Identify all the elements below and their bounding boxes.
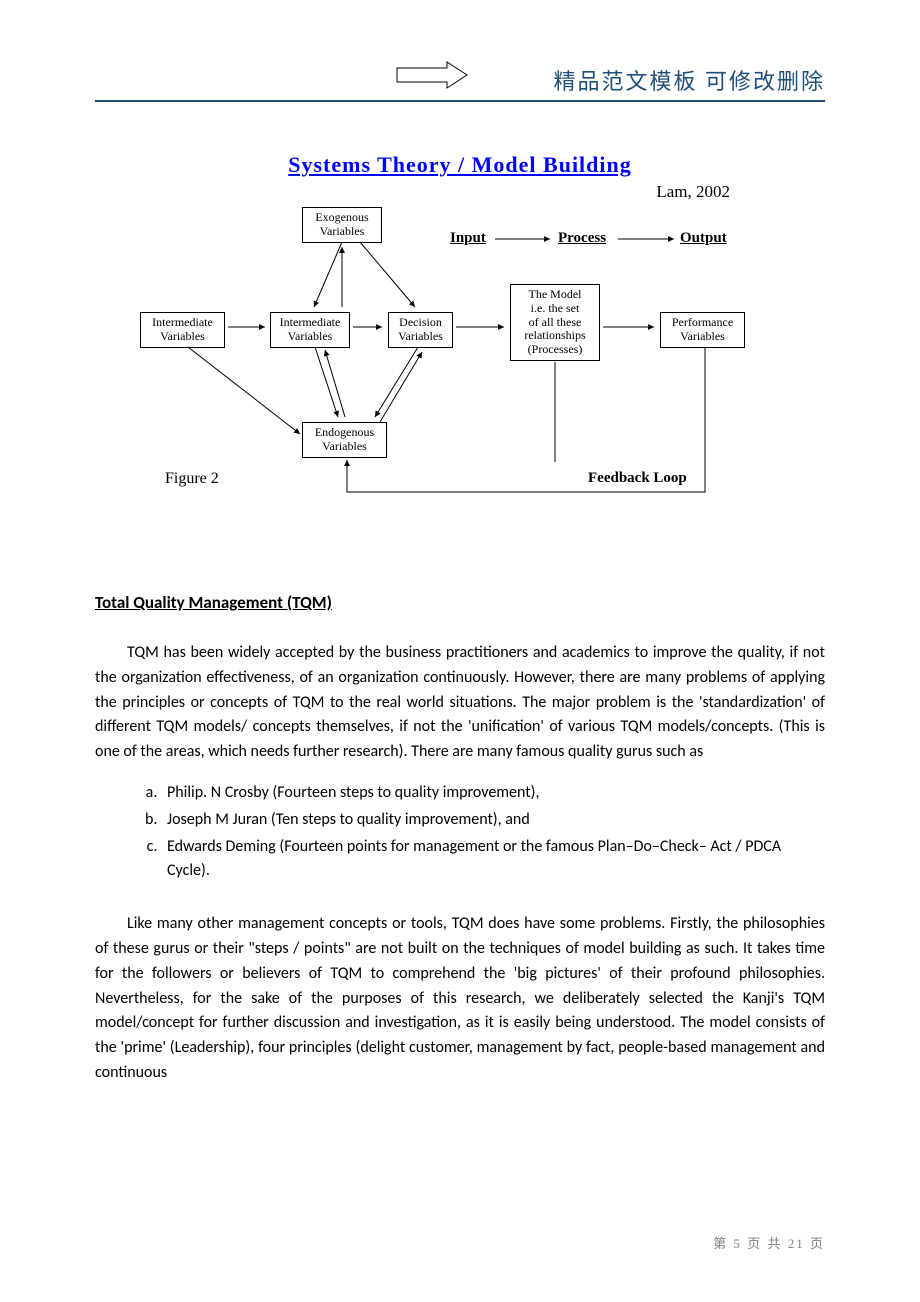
diagram-region: Systems Theory / Model Building Lam, 200… <box>95 152 825 522</box>
paragraph-1: TQM has been widely accepted by the busi… <box>95 641 825 765</box>
node-label: EndogenousVariables <box>315 425 374 453</box>
feedback-loop-label: Feedback Loop <box>588 470 687 487</box>
node-label: DecisionVariables <box>398 315 443 343</box>
page-container: 精品范文模板 可修改删除 Systems Theory / Model Buil… <box>0 0 920 1302</box>
paragraph-2: Like many other management concepts or t… <box>95 912 825 1086</box>
node-label: ExogenousVariables <box>315 210 368 238</box>
systems-theory-diagram: Systems Theory / Model Building Lam, 200… <box>150 152 770 522</box>
node-label: IntermediateVariables <box>152 315 213 343</box>
flow-input-label: Input <box>450 230 486 247</box>
page-header: 精品范文模板 可修改删除 <box>95 60 825 102</box>
footer-prefix: 第 <box>713 1236 733 1251</box>
node-label: IntermediateVariables <box>280 315 341 343</box>
footer-mid: 页 共 <box>742 1236 788 1251</box>
header-text: 精品范文模板 可修改删除 <box>553 64 825 96</box>
node-intermediate-left: IntermediateVariables <box>140 312 225 348</box>
page-current: 5 <box>733 1236 742 1251</box>
node-intermediate-mid: IntermediateVariables <box>270 312 350 348</box>
node-label: The Modeli.e. the setof all theserelatio… <box>524 287 585 356</box>
node-exogenous: ExogenousVariables <box>302 207 382 243</box>
flow-process-label: Process <box>558 230 606 247</box>
gurus-list: Philip. N Crosby (Fourteen steps to qual… <box>141 781 825 884</box>
list-item: Joseph M Juran (Ten steps to quality imp… <box>161 808 825 833</box>
node-label: PerformanceVariables <box>672 315 733 343</box>
diagram-title: Systems Theory / Model Building <box>150 152 770 178</box>
list-item: Edwards Deming (Fourteen points for mana… <box>161 835 825 885</box>
page-footer: 第 5 页 共 21 页 <box>713 1233 825 1252</box>
node-model: The Modeli.e. the setof all theserelatio… <box>510 284 600 361</box>
node-performance: PerformanceVariables <box>660 312 745 348</box>
list-item: Philip. N Crosby (Fourteen steps to qual… <box>161 781 825 806</box>
node-endogenous: EndogenousVariables <box>302 422 387 458</box>
flow-output-label: Output <box>680 230 727 247</box>
header-arrow-icon <box>395 60 485 95</box>
diagram-citation: Lam, 2002 <box>656 182 730 202</box>
figure-label: Figure 2 <box>165 470 219 488</box>
page-total: 21 <box>788 1236 805 1251</box>
node-decision: DecisionVariables <box>388 312 453 348</box>
section-title: Total Quality Management (TQM) <box>95 592 825 613</box>
footer-suffix: 页 <box>805 1236 825 1251</box>
